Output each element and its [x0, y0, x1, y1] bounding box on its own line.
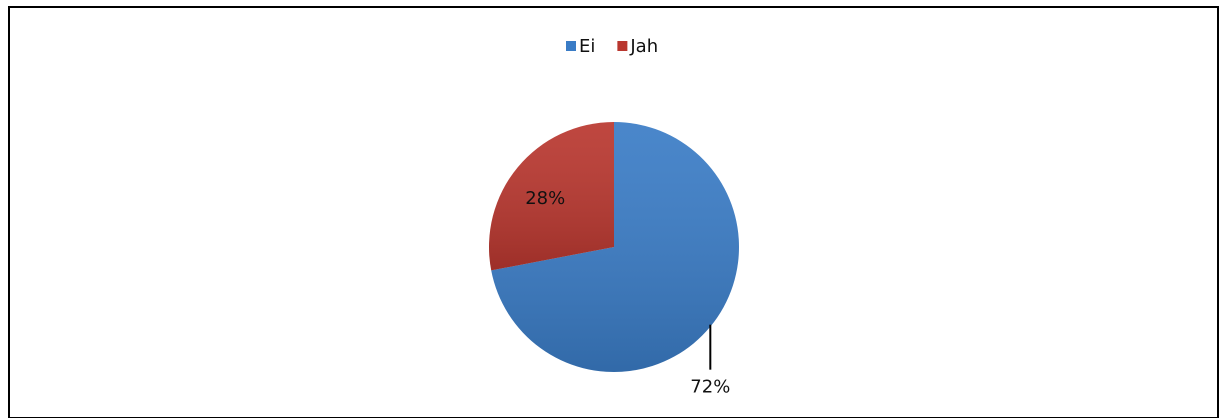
data-label: 28%	[525, 188, 565, 209]
pie-slice-shade	[491, 122, 740, 372]
data-label: 72%	[690, 377, 730, 398]
legend-swatch	[617, 41, 628, 51]
legend-label: Jah	[629, 36, 658, 57]
legend-label: Ei	[579, 36, 595, 57]
legend-swatch	[566, 41, 576, 51]
pie-slice-shade	[489, 122, 614, 271]
